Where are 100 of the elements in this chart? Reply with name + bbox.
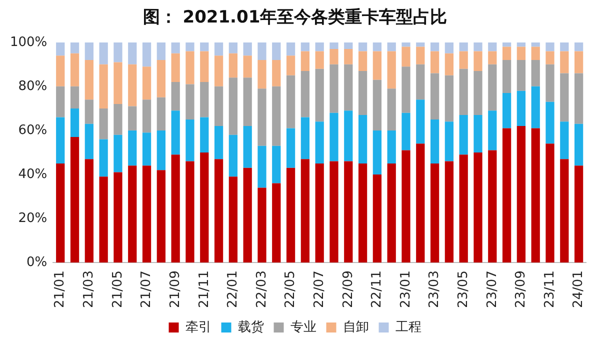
bar — [330, 112, 338, 162]
x-tick-label: 24/01 — [571, 270, 586, 308]
bar — [416, 42, 425, 47]
bar — [214, 86, 224, 126]
bar — [300, 159, 310, 263]
bar — [200, 152, 209, 263]
bar — [488, 64, 497, 111]
bar — [372, 42, 382, 52]
bar — [56, 163, 65, 263]
bar — [243, 56, 252, 78]
bar — [171, 154, 180, 263]
bar — [560, 73, 569, 122]
x-tick-label: 23/09 — [514, 270, 529, 308]
bar — [114, 62, 122, 104]
bar — [416, 100, 425, 144]
bar — [531, 60, 540, 86]
x-tick-label: 23/01 — [398, 270, 414, 308]
x-tick-label: 21/05 — [110, 270, 126, 308]
bar — [56, 42, 65, 56]
bar — [99, 64, 108, 108]
legend-label: 牵引 — [185, 320, 212, 335]
bar — [402, 46, 410, 67]
bar — [114, 172, 122, 263]
bar — [286, 128, 296, 168]
legend-label: 自卸 — [342, 320, 369, 335]
y-tick-label: 20% — [18, 210, 48, 226]
bar — [474, 42, 482, 52]
bar — [358, 163, 368, 263]
bar — [488, 42, 497, 52]
bar — [214, 159, 224, 263]
bar — [330, 64, 338, 113]
bar — [272, 146, 281, 184]
bar — [56, 86, 65, 118]
bar — [344, 161, 353, 263]
bar — [128, 166, 137, 263]
x-tick-label: 23/11 — [542, 270, 558, 308]
bar — [228, 42, 238, 54]
bar — [214, 126, 224, 160]
bar — [459, 115, 468, 155]
bar — [243, 126, 252, 168]
bar — [84, 100, 94, 124]
bar — [156, 42, 166, 60]
bar — [272, 183, 281, 263]
bar — [459, 42, 468, 52]
bar — [546, 102, 554, 144]
bar — [228, 176, 238, 263]
bar — [171, 53, 180, 82]
bar — [70, 108, 80, 138]
bar — [502, 128, 512, 263]
bar — [214, 56, 224, 86]
x-tick-label: 22/11 — [370, 270, 385, 308]
bar — [156, 97, 166, 130]
bar — [502, 42, 512, 47]
bar — [416, 64, 425, 100]
legend-label: 专业 — [290, 320, 316, 335]
bar — [344, 49, 353, 64]
bar — [387, 130, 396, 164]
bar — [444, 75, 454, 122]
bar — [156, 130, 166, 170]
bar — [430, 42, 440, 52]
bar — [546, 144, 554, 263]
bar — [200, 51, 209, 82]
bar — [330, 49, 338, 64]
y-tick-label: 80% — [18, 78, 48, 94]
bar — [444, 53, 454, 76]
bar — [300, 71, 310, 118]
bar — [186, 84, 194, 120]
bar — [128, 130, 137, 166]
bar — [402, 150, 410, 263]
bar — [531, 128, 540, 263]
bar — [70, 53, 80, 86]
bar — [574, 42, 584, 52]
bar — [186, 51, 194, 84]
bar — [546, 51, 554, 64]
bar — [315, 122, 324, 164]
bar — [474, 71, 482, 116]
bar — [402, 42, 410, 47]
bar — [128, 64, 137, 106]
bar — [300, 42, 310, 52]
bar — [444, 122, 454, 162]
bar — [70, 86, 80, 108]
bar — [128, 106, 137, 130]
bar — [516, 60, 526, 91]
bar — [56, 117, 65, 164]
bar — [84, 159, 94, 263]
y-tick-label: 60% — [18, 122, 48, 138]
bar — [502, 60, 512, 94]
bar — [574, 166, 584, 263]
bar — [474, 152, 482, 263]
bar — [315, 42, 324, 52]
bar — [344, 110, 353, 162]
bar — [531, 46, 540, 60]
bar — [372, 51, 382, 80]
bar — [358, 71, 368, 116]
bar — [574, 73, 584, 124]
bar — [243, 168, 252, 263]
x-tick-label: 23/05 — [456, 270, 471, 308]
bar — [171, 82, 180, 111]
bar — [560, 122, 569, 160]
bar — [560, 159, 569, 263]
